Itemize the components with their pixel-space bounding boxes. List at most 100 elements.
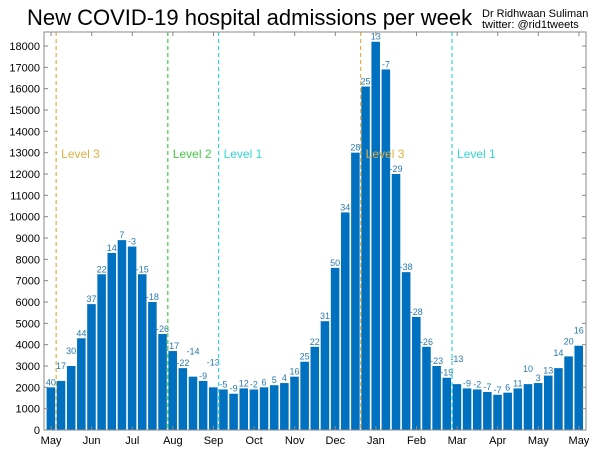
data-label: 6: [505, 383, 510, 393]
data-label: 10: [523, 364, 533, 374]
level-label: Level 3: [61, 147, 100, 161]
y-tick-label: 18000: [9, 41, 40, 53]
x-tick-label: Mar: [448, 435, 467, 447]
data-label: 13: [543, 366, 553, 376]
bar: [493, 394, 502, 430]
data-label: 4: [282, 373, 287, 383]
x-tick-label: Jun: [83, 435, 101, 447]
bar: [158, 334, 167, 430]
x-tick-label: Feb: [407, 435, 426, 447]
data-label: 30: [66, 346, 76, 356]
bar: [46, 387, 56, 430]
bar: [452, 384, 462, 430]
bar: [513, 388, 523, 430]
bar: [137, 274, 147, 430]
data-label: 16: [574, 326, 584, 336]
bar: [351, 152, 360, 430]
data-label: -9: [199, 371, 207, 381]
x-tick-label: Jul: [125, 435, 139, 447]
x-tick-label: Jan: [367, 435, 385, 447]
bar: [543, 375, 553, 430]
bar: [209, 387, 218, 430]
data-label: -29: [389, 164, 402, 174]
bar: [310, 346, 320, 430]
bar: [249, 389, 259, 430]
bar: [523, 384, 533, 430]
data-label: 5: [272, 375, 277, 385]
data-label: 6: [262, 377, 267, 387]
credit-twitter: twitter: @rid1tweets: [482, 19, 579, 31]
bar: [330, 267, 340, 430]
bar: [239, 388, 249, 430]
y-tick-label: 13000: [9, 148, 40, 160]
data-label: 31: [320, 311, 330, 321]
y-tick-label: 16000: [9, 84, 40, 96]
bar: [381, 69, 391, 430]
data-label: -9: [230, 384, 238, 394]
bar: [97, 274, 106, 430]
data-label: 16: [289, 367, 299, 377]
data-label: -18: [146, 292, 159, 302]
x-tick-label: Dec: [326, 435, 346, 447]
data-label: 25: [300, 352, 310, 362]
data-label: -23: [430, 356, 443, 366]
data-label: -14: [186, 347, 199, 357]
data-label: -22: [176, 358, 189, 368]
bar: [533, 383, 543, 430]
data-label: -38: [400, 262, 413, 272]
data-label: -26: [420, 337, 433, 347]
credit: Dr Ridhwaan Suliman twitter: @rid1tweets: [482, 9, 588, 31]
bar: [198, 380, 208, 430]
bar: [432, 366, 441, 430]
data-label: 17: [56, 361, 66, 371]
bar: [412, 316, 421, 430]
data-label: -7: [382, 59, 390, 69]
y-tick-label: 5000: [16, 318, 40, 330]
data-label: -2: [250, 379, 258, 389]
x-tick-label: May: [528, 435, 549, 447]
bar: [564, 356, 573, 430]
bar: [574, 345, 583, 430]
bar: [87, 304, 96, 430]
y-tick-label: 14000: [9, 126, 40, 138]
bar: [472, 389, 482, 430]
bar: [66, 366, 76, 430]
data-label: 40: [46, 377, 56, 387]
x-tick-label: Aug: [163, 435, 183, 447]
bar: [188, 376, 198, 430]
bar: [320, 321, 330, 430]
data-label: 13: [371, 32, 381, 42]
data-label: -13: [450, 354, 463, 364]
level-label: Level 2: [173, 147, 212, 161]
level-label: Level 1: [224, 147, 263, 161]
data-label: 3: [536, 373, 541, 383]
bar: [219, 389, 228, 430]
bar: [178, 368, 188, 430]
x-tick-label: May: [569, 435, 590, 447]
data-label: -3: [128, 237, 136, 247]
bar: [269, 385, 279, 430]
level-label: Level 3: [366, 147, 405, 161]
data-label: -2: [473, 379, 481, 389]
bar: [259, 387, 269, 430]
bar: [107, 252, 117, 430]
bar: [127, 246, 137, 430]
bar: [371, 41, 380, 430]
data-label: -17: [166, 341, 179, 351]
data-label: -26: [156, 324, 169, 334]
chart-title: New COVID-19 hospital admissions per wee…: [27, 5, 473, 30]
bar: [300, 361, 309, 430]
data-label: -7: [494, 385, 502, 395]
y-tick-label: 11000: [10, 190, 40, 202]
bar: [391, 174, 401, 430]
y-tick-label: 17000: [9, 62, 40, 74]
y-tick-label: 1000: [16, 404, 40, 416]
credit-name: Dr Ridhwaan Suliman: [482, 8, 589, 20]
data-label: -7: [483, 382, 491, 392]
data-label: 37: [86, 294, 96, 304]
data-label: 12: [239, 378, 249, 388]
bar: [422, 346, 431, 430]
data-label: 44: [76, 328, 86, 338]
